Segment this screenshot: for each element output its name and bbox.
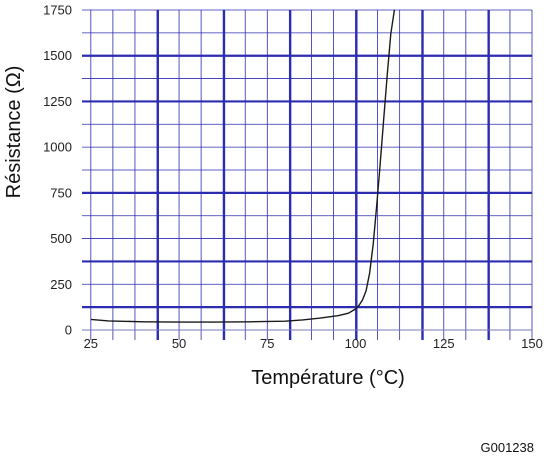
series-lines <box>90 9 396 323</box>
y-tick-label: 250 <box>50 277 72 292</box>
y-tick-label: 1000 <box>43 140 72 155</box>
y-tick-label: 1250 <box>43 94 72 109</box>
horizontal-gridlines <box>82 9 532 331</box>
y-tick-label: 750 <box>50 185 72 200</box>
x-tick-label: 100 <box>345 336 367 351</box>
y-tick-label: 1500 <box>43 48 72 63</box>
figure-code: G001238 <box>480 440 535 455</box>
y-tick-labels: 0 250 500 750 1000 1250 1500 1750 <box>43 3 72 338</box>
x-tick-label: 150 <box>521 336 543 351</box>
y-tick-label: 500 <box>50 231 72 246</box>
x-axis-title: Température (°C) <box>251 367 405 389</box>
x-tick-label: 25 <box>84 336 98 351</box>
y-tick-label: 0 <box>65 323 72 338</box>
x-tick-label: 50 <box>172 336 186 351</box>
x-tick-label: 75 <box>260 336 274 351</box>
x-tick-labels: 25 50 75 100 125 150 <box>84 336 543 351</box>
series-line <box>90 9 396 323</box>
vertical-gridlines <box>90 10 533 340</box>
y-tick-label: 1750 <box>43 3 72 18</box>
y-axis-title: Résistance (Ω) <box>3 66 25 199</box>
x-tick-label: 125 <box>433 336 455 351</box>
